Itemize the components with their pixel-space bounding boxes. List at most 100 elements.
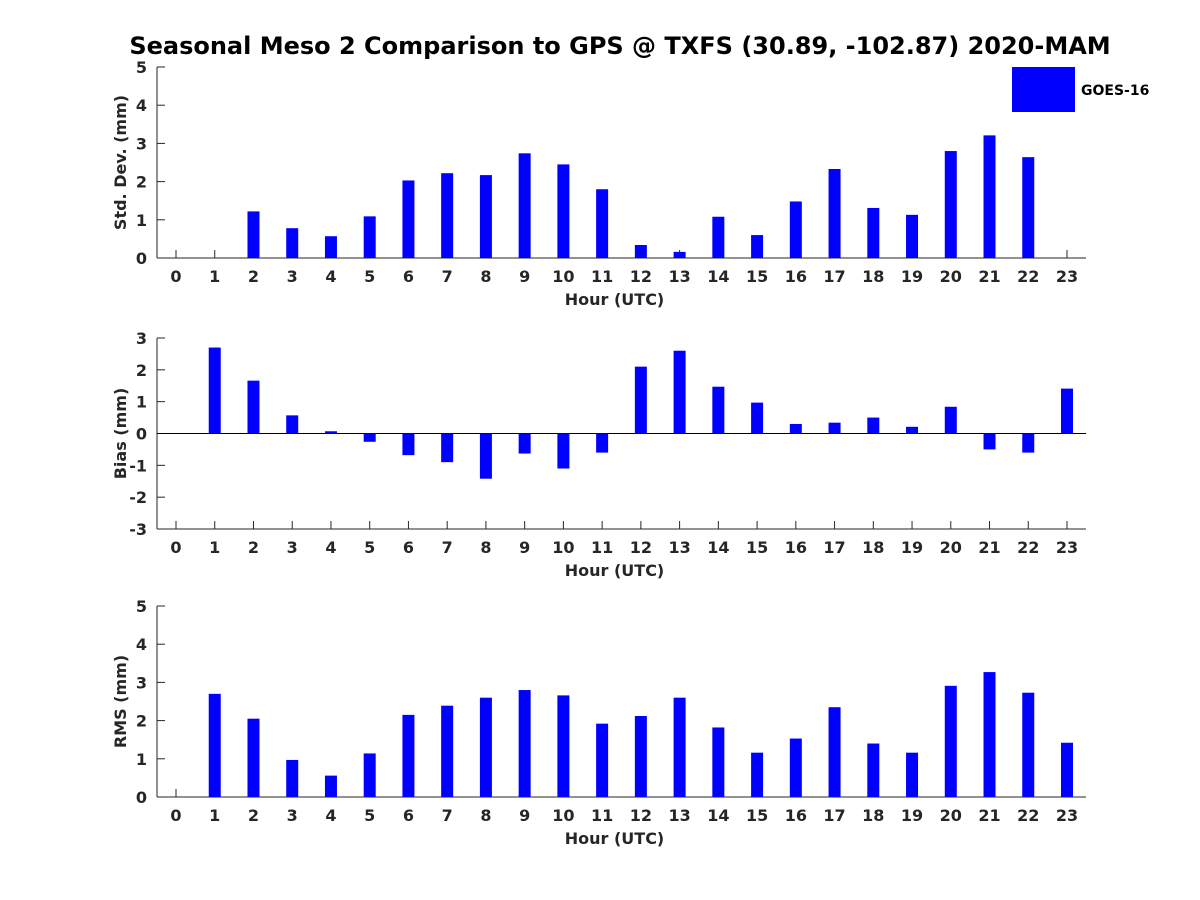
std-dev-bar	[673, 251, 686, 258]
bias-y-tick-label: -2	[129, 488, 147, 507]
std-dev-bar	[867, 207, 880, 258]
rms-x-tick-label: 8	[480, 806, 491, 825]
rms-bar	[557, 695, 570, 797]
std-dev-x-tick-label: 17	[823, 267, 845, 286]
rms-x-tick-label: 12	[630, 806, 652, 825]
std-dev-x-tick-label: 19	[901, 267, 923, 286]
std-dev-bar	[906, 214, 919, 258]
rms-bar	[1061, 742, 1073, 797]
std-dev-bar	[712, 216, 725, 258]
rms-x-tick-label: 16	[785, 806, 807, 825]
std-dev-y-tick-label: 0	[136, 249, 147, 268]
rms-x-axis-label: Hour (UTC)	[565, 829, 665, 848]
rms-x-tick-label: 10	[552, 806, 574, 825]
bias-bar	[983, 433, 996, 450]
std-dev-x-tick-label: 22	[1017, 267, 1039, 286]
std-dev-bar	[828, 168, 841, 258]
rms-bar	[906, 752, 919, 797]
rms-y-tick-label: 3	[136, 673, 147, 692]
bias-y-tick-label: -1	[129, 456, 147, 475]
bias-bar	[634, 366, 647, 434]
rms-x-tick-label: 6	[403, 806, 414, 825]
std-dev-x-tick-label: 12	[630, 267, 652, 286]
bias-bar	[247, 380, 260, 434]
rms-bar	[1022, 692, 1035, 797]
rms-bar	[441, 705, 454, 797]
std-dev-bar	[402, 180, 415, 258]
rms-x-tick-label: 18	[862, 806, 884, 825]
bias-x-tick-label: 7	[442, 538, 453, 557]
rms-x-tick-label: 4	[325, 806, 336, 825]
rms-x-tick-label: 14	[707, 806, 729, 825]
bias-x-tick-label: 1	[209, 538, 220, 557]
rms-x-tick-label: 22	[1017, 806, 1039, 825]
bias-y-tick-label: -3	[129, 520, 147, 539]
std-dev-y-axis-label: Std. Dev. (mm)	[111, 95, 130, 230]
legend-swatch	[1012, 67, 1075, 112]
rms-bar	[247, 718, 260, 797]
std-dev-bar	[596, 189, 609, 258]
rms-bar	[363, 753, 376, 797]
bias-y-tick-label: 2	[136, 361, 147, 380]
std-dev-bar	[944, 151, 957, 258]
rms-bar	[208, 693, 221, 797]
std-dev-x-tick-label: 20	[940, 267, 962, 286]
rms-bar	[596, 723, 609, 797]
std-dev-x-tick-label: 5	[364, 267, 375, 286]
std-dev-x-tick-label: 13	[668, 267, 690, 286]
bias-bar	[867, 417, 880, 434]
std-dev-x-tick-label: 11	[591, 267, 613, 286]
std-dev-y-tick-label: 3	[136, 134, 147, 153]
rms-x-tick-label: 1	[209, 806, 220, 825]
bias-x-tick-label: 17	[823, 538, 845, 557]
rms-bar	[712, 727, 725, 797]
rms-x-tick-label: 11	[591, 806, 613, 825]
std-dev-bar	[983, 135, 996, 258]
rms-x-tick-label: 7	[442, 806, 453, 825]
rms-x-tick-label: 23	[1056, 806, 1078, 825]
bias-bar	[363, 433, 376, 442]
rms-bar	[324, 775, 337, 797]
rms-bar	[479, 697, 492, 797]
rms-y-tick-label: 0	[136, 788, 147, 807]
rms-x-tick-label: 19	[901, 806, 923, 825]
std-dev-x-tick-label: 21	[978, 267, 1000, 286]
bias-x-tick-label: 20	[940, 538, 962, 557]
rms-bar	[634, 716, 647, 797]
std-dev-bar	[247, 211, 260, 258]
bias-bar	[1022, 433, 1035, 453]
std-dev-x-axis-label: Hour (UTC)	[565, 290, 665, 309]
std-dev-bar	[789, 201, 802, 258]
rms-x-tick-label: 15	[746, 806, 768, 825]
bias-x-tick-label: 8	[480, 538, 491, 557]
bias-bar	[1061, 388, 1073, 434]
rms-y-tick-label: 5	[136, 597, 147, 616]
std-dev-bar	[1022, 157, 1035, 258]
std-dev-x-tick-label: 9	[519, 267, 530, 286]
rms-y-tick-label: 4	[136, 635, 147, 654]
rms-y-tick-label: 1	[136, 750, 147, 769]
bias-bar	[441, 433, 454, 463]
bias-x-tick-label: 22	[1017, 538, 1039, 557]
bias-bar	[944, 406, 957, 434]
std-dev-x-tick-label: 7	[442, 267, 453, 286]
bias-bar	[402, 433, 415, 456]
std-dev-x-tick-label: 14	[707, 267, 729, 286]
bias-x-tick-label: 0	[170, 538, 181, 557]
bias-y-tick-label: 0	[136, 425, 147, 444]
bias-bar	[751, 402, 764, 434]
bias-x-axis-label: Hour (UTC)	[565, 561, 665, 580]
bias-bar	[479, 433, 492, 479]
bias-x-tick-label: 10	[552, 538, 574, 557]
bias-x-tick-label: 13	[668, 538, 690, 557]
bias-x-tick-label: 4	[325, 538, 336, 557]
rms-x-tick-label: 9	[519, 806, 530, 825]
rms-bar	[673, 697, 686, 797]
std-dev-x-tick-label: 2	[248, 267, 259, 286]
rms-x-tick-label: 20	[940, 806, 962, 825]
std-dev-bar	[324, 236, 337, 258]
std-dev-bar	[363, 216, 376, 258]
bias-bar	[828, 422, 841, 434]
